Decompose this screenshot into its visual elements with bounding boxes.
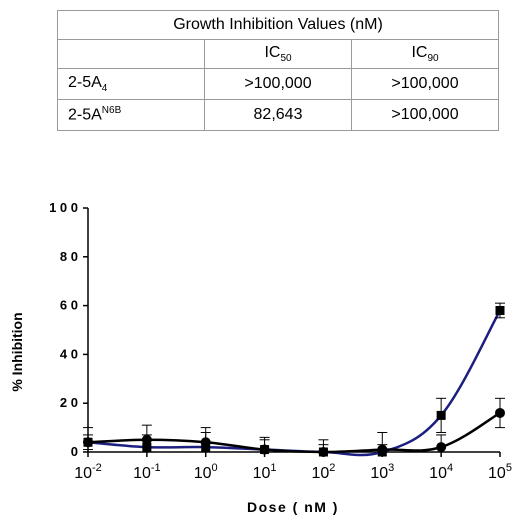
x-tick-label: 10-2 — [74, 462, 102, 482]
data-point — [141, 434, 152, 445]
y-tick-label: 0 — [71, 444, 78, 459]
data-point — [495, 305, 505, 315]
table-title: Growth Inhibition Values (nM) — [57, 10, 499, 40]
table-header-corner — [57, 39, 205, 69]
data-point — [495, 407, 505, 418]
y-tick-label: 4 0 — [60, 346, 78, 361]
y-tick-label: 2 0 — [60, 395, 78, 410]
x-tick-label: 105 — [488, 462, 512, 482]
dose-response-chart: 0 2 0 4 0 6 0 8 0 1 0 0 10-2 10-1 100 101 102 103 10… — [9, 200, 512, 515]
series-2 — [83, 397, 505, 457]
series-1 — [83, 302, 505, 457]
x-tick-label: 103 — [370, 462, 394, 482]
table-cell-ic90: >100,000 — [351, 99, 499, 131]
table-cell-ic50: 82,643 — [204, 99, 352, 131]
x-tick-label: 101 — [253, 462, 277, 482]
x-tick-label: 104 — [429, 462, 453, 482]
y-axis-title: % Inhibition — [9, 312, 25, 391]
table-row-label: 2-5A4 — [57, 68, 205, 100]
data-point — [83, 437, 93, 448]
table-row-label: 2-5AN6B — [57, 99, 205, 131]
table-cell-ic50: >100,000 — [204, 68, 352, 100]
y-tick-label: 1 0 0 — [49, 200, 78, 215]
table-row: 2-5A4 >100,000 >100,000 — [57, 68, 499, 100]
table-row: 2-5AN6B 82,643 >100,000 — [57, 99, 499, 131]
data-point — [436, 410, 446, 420]
table-header-ic50: IC50 — [204, 39, 352, 69]
growth-inhibition-table: Growth Inhibition Values (nM) IC50 IC90 … — [57, 10, 499, 131]
series-line — [87, 309, 502, 457]
table-cell-ic90: >100,000 — [351, 68, 499, 100]
y-tick-label: 8 0 — [60, 249, 78, 264]
x-tick-label: 102 — [311, 462, 335, 482]
x-tick-label: 100 — [194, 462, 218, 482]
data-point — [200, 437, 211, 448]
y-tick-label: 6 0 — [60, 298, 78, 313]
data-point — [259, 444, 270, 455]
data-point — [318, 447, 329, 457]
x-axis-title: Dose ( nM ) — [247, 499, 339, 515]
x-tick-label: 10-1 — [133, 462, 161, 482]
table-header-ic90: IC90 — [351, 39, 499, 69]
data-point — [377, 444, 388, 455]
data-point — [436, 442, 447, 453]
